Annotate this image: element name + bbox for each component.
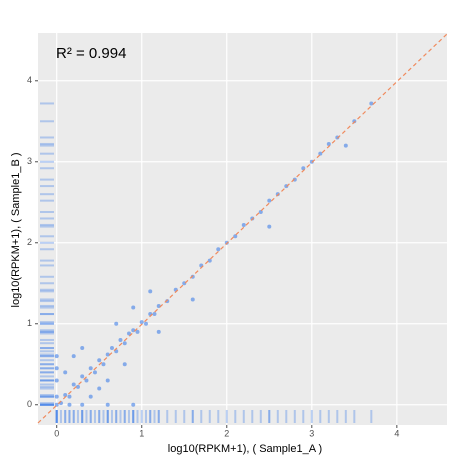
x-tick-label: 2 xyxy=(224,428,229,438)
point xyxy=(54,394,59,399)
point xyxy=(80,374,85,379)
point xyxy=(233,234,238,239)
y-tick-label: 4 xyxy=(27,75,32,85)
point xyxy=(165,299,170,304)
identity-line xyxy=(37,33,448,424)
y-tick-label: 2 xyxy=(27,237,32,247)
point xyxy=(190,297,195,302)
point xyxy=(207,258,212,263)
point xyxy=(126,331,131,336)
point xyxy=(54,354,59,359)
point xyxy=(343,143,348,148)
point xyxy=(267,198,272,203)
point xyxy=(152,312,157,317)
x-tick-label: 1 xyxy=(139,428,144,438)
point xyxy=(143,321,148,326)
y-tick-label: 0 xyxy=(27,399,32,409)
y-tick-label: 3 xyxy=(27,156,32,166)
point xyxy=(156,329,161,334)
point xyxy=(63,393,68,398)
point xyxy=(71,354,76,359)
point xyxy=(105,352,110,357)
point xyxy=(190,274,195,279)
y-tick-label: 1 xyxy=(27,318,32,328)
point xyxy=(114,321,119,326)
point xyxy=(326,141,331,146)
point xyxy=(63,370,68,375)
point xyxy=(216,247,221,252)
point xyxy=(369,101,374,106)
annotation: R² = 0.994 xyxy=(56,45,126,62)
point xyxy=(80,402,85,407)
point xyxy=(67,402,72,407)
point xyxy=(88,366,93,371)
point xyxy=(258,209,263,214)
point xyxy=(71,382,76,387)
point xyxy=(97,358,102,363)
point xyxy=(105,378,110,383)
x-tick-label: 0 xyxy=(54,428,59,438)
point xyxy=(241,222,246,227)
point xyxy=(118,337,123,342)
x-tick-label: 3 xyxy=(309,428,314,438)
point xyxy=(292,177,297,182)
point xyxy=(97,386,102,391)
x-tick-label: 4 xyxy=(394,428,399,438)
point xyxy=(88,394,93,399)
point xyxy=(54,378,59,383)
point xyxy=(54,366,59,371)
point xyxy=(135,329,140,334)
point xyxy=(109,346,114,351)
point xyxy=(67,394,72,399)
point xyxy=(148,289,153,294)
point xyxy=(335,135,340,140)
point xyxy=(267,224,272,229)
point xyxy=(139,320,144,325)
point xyxy=(122,362,127,367)
point xyxy=(131,305,136,310)
point xyxy=(80,346,85,351)
point xyxy=(105,402,110,407)
point xyxy=(92,370,97,375)
point xyxy=(131,402,136,407)
y-axis-label: log10(RPKM+1), ( Sample1_B ) xyxy=(10,153,22,308)
point xyxy=(84,378,89,383)
x-axis-label: log10(RPKM+1), ( Sample1_A ) xyxy=(168,443,322,455)
point xyxy=(101,362,106,367)
point xyxy=(75,384,80,389)
point xyxy=(131,328,136,333)
point xyxy=(122,341,127,346)
